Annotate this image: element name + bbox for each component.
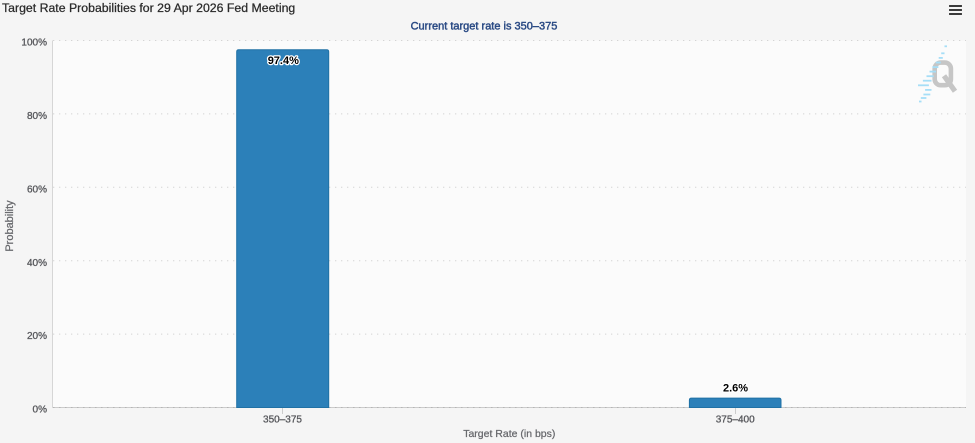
svg-text:Target Rate Probabilities for: Target Rate Probabilities for 29 Apr 202… bbox=[2, 1, 295, 15]
svg-text:20%: 20% bbox=[27, 331, 47, 342]
svg-text:80%: 80% bbox=[27, 111, 47, 122]
svg-text:Current target rate is 350–375: Current target rate is 350–375 bbox=[411, 21, 558, 33]
svg-text:0%: 0% bbox=[33, 405, 48, 416]
svg-text:60%: 60% bbox=[27, 184, 47, 195]
svg-text:40%: 40% bbox=[27, 258, 47, 269]
svg-text:100%: 100% bbox=[21, 38, 47, 49]
svg-text:Probability: Probability bbox=[4, 200, 16, 252]
svg-text:375–400: 375–400 bbox=[716, 415, 755, 426]
svg-text:Target Rate (in bps): Target Rate (in bps) bbox=[463, 428, 555, 440]
svg-text:97.4%: 97.4% bbox=[268, 55, 299, 67]
svg-text:350–375: 350–375 bbox=[263, 415, 302, 426]
svg-text:2.6%: 2.6% bbox=[723, 383, 748, 395]
